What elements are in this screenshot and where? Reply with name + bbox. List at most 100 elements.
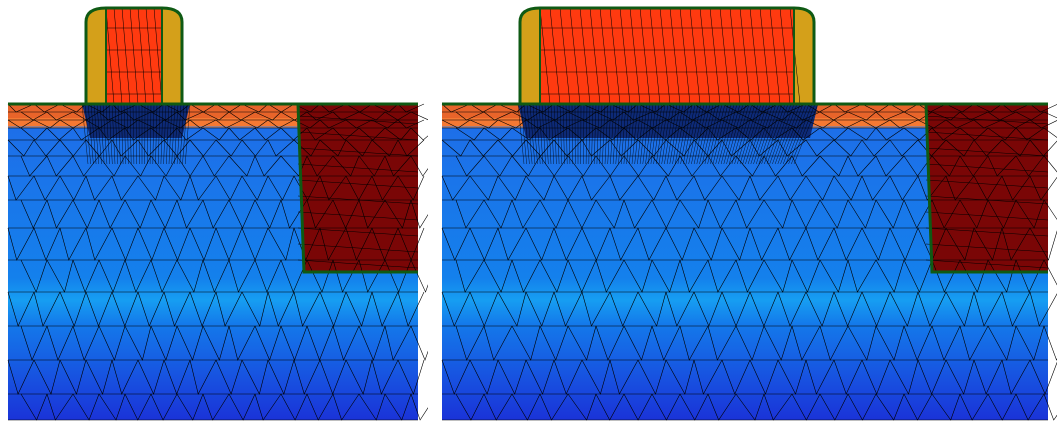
mesh-element bbox=[397, 359, 425, 395]
mesh-line bbox=[571, 103, 573, 165]
mesh-element bbox=[651, 393, 681, 421]
mesh-line bbox=[761, 103, 783, 165]
mesh-line bbox=[769, 7, 781, 105]
mesh-line bbox=[562, 103, 565, 165]
mesh-element bbox=[85, 227, 113, 261]
mesh-element bbox=[33, 103, 61, 113]
mesh-element bbox=[693, 175, 723, 201]
mesh-element bbox=[72, 155, 100, 177]
mesh-line bbox=[153, 7, 163, 105]
mesh-line bbox=[650, 103, 660, 165]
mesh-element bbox=[847, 155, 877, 177]
mesh-line bbox=[689, 7, 701, 105]
gate-electrode bbox=[540, 8, 794, 104]
mesh-element bbox=[1029, 175, 1057, 201]
mesh-line bbox=[541, 103, 546, 165]
mesh-element bbox=[469, 175, 499, 201]
mesh-element bbox=[763, 325, 793, 361]
mesh-element bbox=[397, 103, 425, 113]
mesh-element bbox=[903, 259, 933, 293]
mesh-line bbox=[659, 7, 671, 105]
mesh-line bbox=[105, 7, 115, 105]
mesh-element bbox=[581, 359, 611, 395]
mesh-element bbox=[215, 359, 243, 395]
mesh-element bbox=[511, 259, 541, 293]
mesh-line bbox=[117, 103, 121, 165]
mesh-element bbox=[539, 259, 569, 293]
mesh-element bbox=[137, 227, 165, 261]
mesh-element bbox=[595, 199, 625, 229]
mesh-line bbox=[925, 243, 1049, 253]
mesh-element bbox=[124, 111, 152, 121]
mesh-line bbox=[679, 7, 691, 105]
mesh-element bbox=[889, 359, 919, 395]
mesh-element bbox=[176, 199, 204, 229]
mesh-element bbox=[1029, 139, 1057, 157]
mesh-element bbox=[665, 103, 695, 113]
mesh-element bbox=[332, 155, 360, 177]
mesh-line bbox=[620, 103, 627, 165]
mesh-element bbox=[847, 199, 877, 229]
mesh-element bbox=[137, 103, 165, 113]
mesh-element bbox=[137, 175, 165, 201]
mesh-element bbox=[267, 119, 295, 129]
mesh-line bbox=[766, 103, 789, 165]
mesh-element bbox=[267, 175, 295, 201]
mesh-element bbox=[973, 119, 1003, 129]
mesh-element bbox=[85, 175, 113, 201]
mesh-element bbox=[267, 359, 295, 395]
mesh-line bbox=[739, 103, 759, 165]
mesh-element bbox=[917, 139, 947, 157]
mesh-element bbox=[72, 325, 100, 361]
mesh-line bbox=[596, 103, 600, 165]
mesh-element bbox=[819, 393, 849, 421]
mesh-element bbox=[987, 393, 1017, 421]
mesh-line bbox=[129, 103, 132, 165]
mesh-element bbox=[1015, 155, 1045, 177]
mesh-line bbox=[720, 103, 738, 165]
mesh-element bbox=[163, 227, 191, 261]
mesh-element bbox=[595, 127, 625, 141]
mesh-element bbox=[33, 175, 61, 201]
mesh-line bbox=[155, 103, 158, 165]
mesh-element bbox=[805, 175, 835, 201]
mesh-element bbox=[228, 393, 256, 421]
mesh-element bbox=[215, 139, 243, 157]
mesh-element bbox=[469, 119, 499, 129]
mesh-element bbox=[749, 139, 779, 157]
mesh-element bbox=[189, 359, 217, 395]
mesh-element bbox=[679, 259, 709, 293]
mesh-line bbox=[664, 103, 675, 165]
mesh-element bbox=[581, 175, 611, 201]
mesh-line bbox=[704, 103, 720, 165]
mesh-line bbox=[709, 7, 721, 105]
mesh-element bbox=[833, 359, 863, 395]
mesh-element bbox=[1029, 119, 1057, 129]
mesh bbox=[441, 103, 1057, 421]
mesh-element bbox=[20, 393, 48, 421]
mesh-element bbox=[111, 139, 139, 157]
gate-mesh bbox=[539, 7, 801, 105]
mesh-line bbox=[707, 103, 723, 165]
mesh-element bbox=[973, 227, 1003, 261]
mesh-line bbox=[729, 7, 741, 105]
mesh-line bbox=[297, 211, 419, 221]
mesh-element bbox=[805, 103, 835, 113]
mesh-element bbox=[332, 199, 360, 229]
mesh-element bbox=[384, 393, 412, 421]
mesh-element bbox=[332, 111, 360, 121]
mesh-element bbox=[637, 291, 667, 327]
mesh-element bbox=[777, 175, 807, 201]
mesh-element bbox=[735, 393, 765, 421]
mesh-line bbox=[568, 103, 571, 165]
mesh-element bbox=[163, 119, 191, 129]
mesh-element bbox=[384, 127, 412, 141]
mesh-line bbox=[166, 103, 170, 165]
mesh-line bbox=[758, 103, 780, 165]
mesh-element bbox=[293, 359, 321, 395]
mesh-line bbox=[639, 7, 651, 105]
mesh-element bbox=[358, 111, 386, 121]
mesh-line bbox=[126, 103, 129, 165]
mesh-element bbox=[189, 175, 217, 201]
mesh-element bbox=[319, 175, 347, 201]
